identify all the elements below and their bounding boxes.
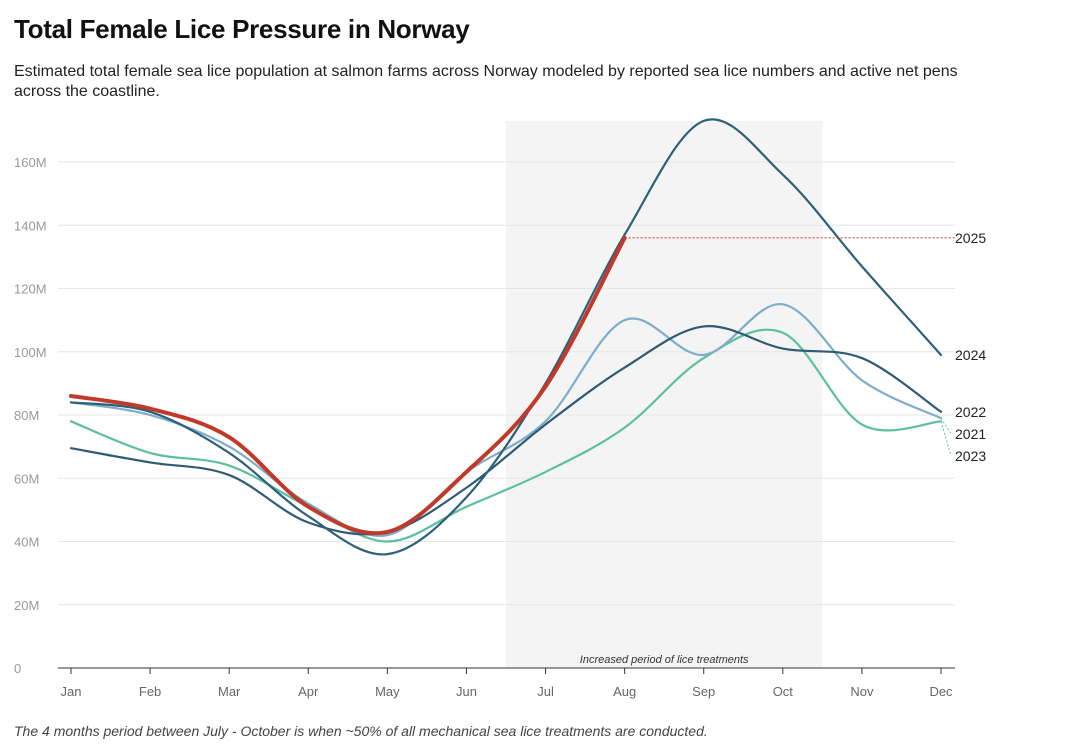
series-line	[69, 303, 943, 538]
x-tick-label: Dec	[929, 684, 953, 699]
x-tick-label: Oct	[773, 684, 794, 699]
y-tick-label: 0	[14, 661, 21, 676]
chart-note: The 4 months period between July - Octob…	[14, 723, 708, 739]
x-tick-label: Sep	[692, 684, 715, 699]
annotation: Increased period of lice treatments	[580, 654, 749, 666]
y-tick-label: 140M	[14, 218, 47, 233]
legend-label: 2021	[955, 426, 986, 442]
x-tick-label: Aug	[613, 684, 636, 699]
treatment-period	[506, 121, 823, 668]
legend-label: 2022	[955, 404, 986, 420]
label-connector	[940, 417, 952, 435]
y-tick-label: 60M	[14, 471, 39, 486]
x-tick-label: Apr	[298, 684, 319, 699]
legend-label: 2025	[955, 230, 986, 246]
x-tick-label: Feb	[139, 684, 161, 699]
x-tick-label: Jan	[61, 684, 82, 699]
x-tick-label: Jun	[456, 684, 477, 699]
y-tick-label: 20M	[14, 598, 39, 613]
chart-subtitle: Estimated total female sea lice populati…	[14, 63, 958, 100]
y-tick-label: 120M	[14, 282, 47, 297]
x-tick-label: Jul	[537, 684, 554, 699]
series-line	[69, 235, 627, 536]
y-tick-label: 100M	[14, 345, 47, 360]
y-tick-label: 160M	[14, 155, 47, 170]
x-tick-label: May	[375, 684, 400, 699]
legend-label: 2023	[955, 448, 986, 464]
legend-label: 2024	[955, 347, 986, 363]
x-tick-label: Nov	[850, 684, 874, 699]
y-tick-label: 40M	[14, 535, 39, 550]
x-tick-label: Mar	[218, 684, 241, 699]
label-connector	[940, 421, 952, 456]
chart-title: Total Female Lice Pressure in Norway	[14, 14, 470, 44]
series-line	[69, 325, 943, 536]
y-tick-label: 80M	[14, 408, 39, 423]
series-line	[69, 328, 943, 543]
